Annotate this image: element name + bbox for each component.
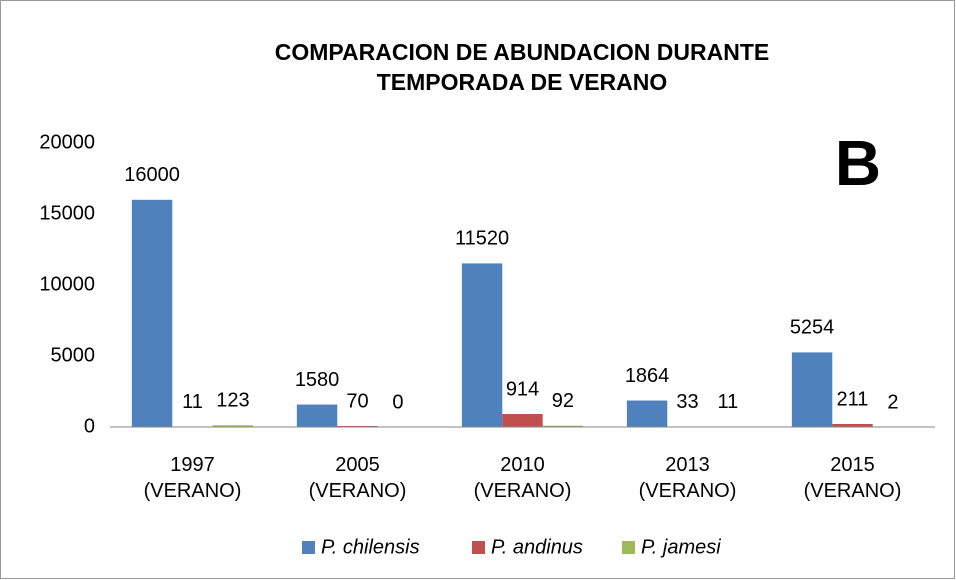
y-tick-label: 0 bbox=[84, 415, 95, 437]
x-tick-label: 2013 (VERANO) bbox=[639, 454, 737, 502]
chart-title: COMPARACION DE ABUNDACION DURANTE TEMPORA… bbox=[275, 39, 770, 95]
legend-swatch bbox=[302, 541, 315, 554]
y-tick-label: 20000 bbox=[39, 131, 95, 153]
data-label: 11 bbox=[182, 391, 203, 413]
data-label: 5254 bbox=[790, 317, 835, 339]
data-label: 1580 bbox=[295, 369, 340, 391]
legend-label: P. andinus bbox=[491, 536, 583, 558]
data-label: 33 bbox=[676, 391, 698, 413]
legend-swatch bbox=[472, 541, 485, 554]
bar bbox=[212, 425, 254, 427]
bar bbox=[626, 400, 668, 427]
data-label: 11 bbox=[718, 391, 739, 413]
data-label: 16000 bbox=[124, 164, 180, 186]
legend-label: P. jamesi bbox=[641, 536, 721, 558]
y-tick-label: 5000 bbox=[51, 344, 96, 366]
data-label: 92 bbox=[552, 390, 574, 412]
bar bbox=[461, 263, 503, 427]
x-tick-label: 2015 (VERANO) bbox=[804, 454, 902, 502]
x-tick-label: 1997 (VERANO) bbox=[144, 454, 242, 502]
y-tick-label: 10000 bbox=[39, 273, 95, 295]
bar bbox=[832, 424, 873, 427]
data-label: 70 bbox=[346, 390, 368, 412]
x-tick-label: 2010 (VERANO) bbox=[474, 454, 572, 502]
y-tick-label: 15000 bbox=[39, 202, 95, 224]
data-label: 1864 bbox=[625, 365, 670, 387]
annotation: B bbox=[835, 127, 881, 199]
data-label: 211 bbox=[837, 388, 869, 410]
x-tick-label: 2005 (VERANO) bbox=[309, 454, 407, 502]
data-label: 2 bbox=[887, 391, 898, 413]
legend-label: P. chilensis bbox=[321, 536, 420, 558]
data-label: 0 bbox=[392, 391, 403, 413]
bar bbox=[296, 404, 338, 427]
bar bbox=[542, 425, 584, 427]
bar bbox=[131, 199, 173, 427]
bar bbox=[791, 352, 833, 427]
data-label: 914 bbox=[506, 378, 539, 400]
data-label: 123 bbox=[216, 390, 249, 412]
data-label: 11520 bbox=[455, 228, 509, 250]
bar bbox=[502, 414, 543, 427]
legend-swatch bbox=[622, 541, 635, 554]
